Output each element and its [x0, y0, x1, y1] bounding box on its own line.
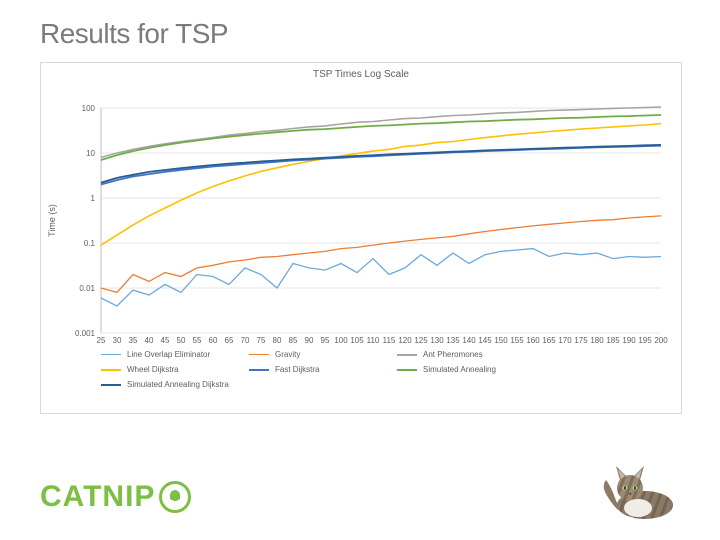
- svg-text:25: 25: [97, 336, 106, 345]
- svg-text:110: 110: [367, 336, 380, 345]
- svg-text:120: 120: [398, 336, 412, 345]
- svg-text:170: 170: [558, 336, 572, 345]
- legend-label: Ant Pheromones: [423, 350, 483, 359]
- svg-text:Time (s): Time (s): [47, 204, 57, 237]
- chart-legend: Line Overlap Eliminator Gravity Ant Pherom…: [41, 350, 681, 395]
- svg-text:195: 195: [638, 336, 652, 345]
- svg-text:115: 115: [383, 336, 396, 345]
- svg-text:0.1: 0.1: [84, 239, 96, 248]
- svg-text:70: 70: [241, 336, 250, 345]
- svg-text:150: 150: [494, 336, 508, 345]
- legend-item: Wheel Dijkstra: [101, 365, 221, 374]
- legend-swatch: [397, 354, 417, 356]
- legend-label: Line Overlap Eliminator: [127, 350, 210, 359]
- svg-text:40: 40: [145, 336, 154, 345]
- svg-text:0.001: 0.001: [75, 329, 96, 338]
- legend-swatch: [249, 369, 269, 371]
- svg-text:180: 180: [590, 336, 604, 345]
- legend-swatch: [101, 369, 121, 371]
- svg-text:75: 75: [257, 336, 266, 345]
- svg-text:45: 45: [161, 336, 170, 345]
- svg-text:90: 90: [305, 336, 314, 345]
- legend-label: Gravity: [275, 350, 300, 359]
- chart-plot: 0.0010.010.11101002530354045505560657075…: [41, 80, 681, 350]
- legend-item: Simulated Annealing: [397, 365, 517, 374]
- series-line: [101, 249, 661, 306]
- svg-text:35: 35: [129, 336, 138, 345]
- svg-text:95: 95: [321, 336, 330, 345]
- series-line: [101, 146, 661, 185]
- legend-label: Simulated Annealing: [423, 365, 496, 374]
- svg-text:65: 65: [225, 336, 234, 345]
- legend-item: Gravity: [249, 350, 369, 359]
- svg-text:200: 200: [654, 336, 668, 345]
- svg-text:10: 10: [86, 149, 95, 158]
- legend-item: Fast Dijkstra: [249, 365, 369, 374]
- svg-text:130: 130: [430, 336, 444, 345]
- svg-text:185: 185: [606, 336, 620, 345]
- svg-text:1: 1: [91, 194, 96, 203]
- chart-container: TSP Times Log Scale 0.0010.010.111010025…: [40, 62, 682, 414]
- svg-text:30: 30: [113, 336, 122, 345]
- svg-text:160: 160: [526, 336, 540, 345]
- legend-label: Wheel Dijkstra: [127, 365, 179, 374]
- svg-text:0.01: 0.01: [79, 284, 95, 293]
- legend-item: Simulated Annealing Dijkstra: [101, 380, 229, 389]
- svg-text:135: 135: [446, 336, 460, 345]
- leaf-icon: [159, 481, 191, 513]
- legend-item: Ant Pheromones: [397, 350, 517, 359]
- svg-text:100: 100: [82, 104, 96, 113]
- legend-swatch: [101, 354, 121, 355]
- brand-logo: CATNIP: [40, 480, 191, 514]
- legend-swatch: [397, 369, 417, 371]
- svg-text:55: 55: [193, 336, 202, 345]
- svg-text:190: 190: [622, 336, 636, 345]
- cat-image: [590, 450, 680, 520]
- svg-text:100: 100: [334, 336, 348, 345]
- chart-title: TSP Times Log Scale: [41, 63, 681, 80]
- svg-text:145: 145: [478, 336, 492, 345]
- brand-text: CATNIP: [40, 480, 155, 514]
- legend-swatch: [249, 354, 269, 355]
- svg-text:155: 155: [510, 336, 524, 345]
- legend-label: Simulated Annealing Dijkstra: [127, 380, 229, 389]
- svg-text:140: 140: [462, 336, 476, 345]
- svg-text:105: 105: [350, 336, 364, 345]
- svg-text:80: 80: [273, 336, 282, 345]
- svg-text:175: 175: [574, 336, 588, 345]
- svg-text:60: 60: [209, 336, 218, 345]
- svg-text:125: 125: [414, 336, 428, 345]
- legend-item: Line Overlap Eliminator: [101, 350, 221, 359]
- legend-swatch: [101, 384, 121, 386]
- svg-text:50: 50: [177, 336, 186, 345]
- svg-text:165: 165: [542, 336, 556, 345]
- legend-label: Fast Dijkstra: [275, 365, 319, 374]
- svg-text:85: 85: [289, 336, 298, 345]
- page-title: Results for TSP: [40, 18, 228, 50]
